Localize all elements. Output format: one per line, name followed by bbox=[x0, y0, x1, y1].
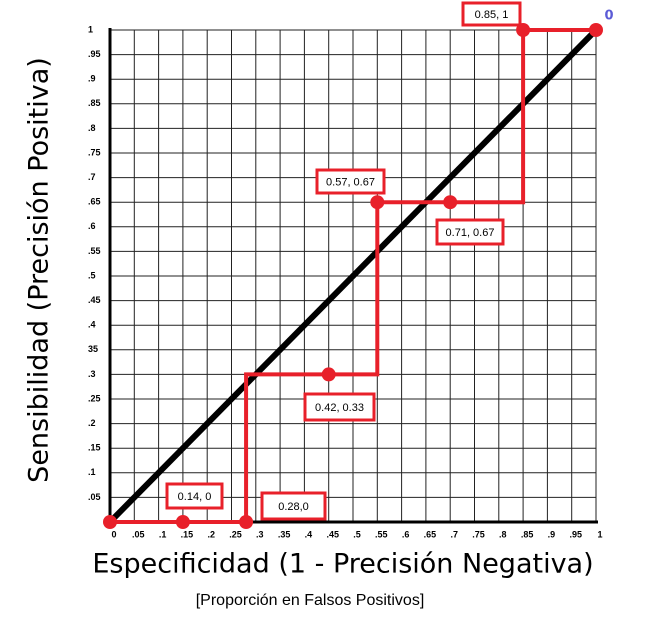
x-tick-label: .6 bbox=[402, 529, 410, 539]
y-tick-label: .65 bbox=[88, 197, 101, 207]
x-axis-label: Especificidad (1 - Precisión Negativa) bbox=[92, 549, 593, 580]
x-tick-label: .35 bbox=[278, 529, 291, 539]
x-tick-label: .65 bbox=[424, 529, 437, 539]
x-tick-label: .25 bbox=[229, 529, 242, 539]
point-marker bbox=[443, 195, 458, 210]
y-tick-label: .8 bbox=[88, 123, 96, 133]
annotation-box bbox=[303, 392, 376, 422]
annotation: 0.71, 0.67 bbox=[446, 227, 495, 239]
x-tick-label: .05 bbox=[132, 529, 145, 539]
x-tick-label: .9 bbox=[548, 529, 556, 539]
y-tick-label: .1 bbox=[88, 467, 96, 477]
y-tick-label: .4 bbox=[88, 320, 96, 330]
x-tick-label: .75 bbox=[472, 529, 485, 539]
y-tick-label: .3 bbox=[88, 369, 96, 379]
x-tick-label: .4 bbox=[305, 529, 313, 539]
y-tick-label: .7 bbox=[88, 172, 96, 182]
y-tick-label: .5 bbox=[88, 270, 96, 280]
annotation-box bbox=[165, 482, 224, 510]
point-marker bbox=[321, 367, 336, 382]
annotation-box bbox=[260, 491, 327, 521]
y-tick-label: 35 bbox=[88, 344, 98, 354]
x-tick-label: .15 bbox=[181, 529, 194, 539]
y-tick-label: .25 bbox=[88, 393, 101, 403]
y-tick-label: .15 bbox=[88, 443, 101, 453]
x-tick-label: .1 bbox=[159, 529, 167, 539]
y-tick-label: .85 bbox=[88, 98, 101, 108]
subtitle: [Proporción en Falsos Positivos] bbox=[196, 592, 425, 609]
x-tick-label: .85 bbox=[521, 529, 534, 539]
y-tick-label: .95 bbox=[88, 49, 101, 59]
x-tick-label: .3 bbox=[256, 529, 264, 539]
point-marker bbox=[370, 195, 385, 210]
x-tick-label: .45 bbox=[326, 529, 339, 539]
y-tick-label: .6 bbox=[88, 221, 96, 231]
y-tick-label: .55 bbox=[88, 246, 101, 256]
annotation: 0.14, 0 bbox=[178, 491, 212, 503]
annotation: 0.42, 0.33 bbox=[315, 402, 364, 414]
x-tick-label: 0 bbox=[111, 529, 116, 539]
x-tick-label: .95 bbox=[569, 529, 582, 539]
x-tick-label: .5 bbox=[353, 529, 361, 539]
x-tick-label: .55 bbox=[375, 529, 388, 539]
x-tick-label: .2 bbox=[207, 529, 215, 539]
y-tick-label: .75 bbox=[88, 147, 101, 157]
annotation-box bbox=[315, 168, 386, 195]
y-tick-label: .2 bbox=[88, 418, 96, 428]
x-tick-label: .8 bbox=[499, 529, 507, 539]
annotation: 0.57, 0.67 bbox=[326, 176, 375, 188]
point-marker bbox=[103, 515, 117, 529]
annotation-box bbox=[435, 218, 505, 246]
annotation: 0.28,0 bbox=[278, 501, 309, 513]
y-tick-label: .9 bbox=[88, 74, 96, 84]
point-marker bbox=[589, 23, 603, 37]
y-tick-label: 1 bbox=[88, 24, 93, 34]
y-tick-label: .45 bbox=[88, 295, 101, 305]
point-marker bbox=[239, 515, 254, 529]
roc-line bbox=[110, 28, 596, 524]
y-axis-label: Sensibilidad (Precisión Positiva) bbox=[24, 57, 55, 483]
annotation: 0.85, 1 bbox=[475, 9, 509, 21]
diagonal-line bbox=[107, 27, 599, 525]
point-marker bbox=[175, 515, 190, 529]
y-tick-label: .05 bbox=[88, 492, 101, 502]
annotation-box bbox=[461, 1, 522, 27]
x-tick-label: .7 bbox=[450, 529, 458, 539]
corner-label: 0 bbox=[604, 9, 613, 24]
x-tick-label: 1 bbox=[597, 529, 602, 539]
